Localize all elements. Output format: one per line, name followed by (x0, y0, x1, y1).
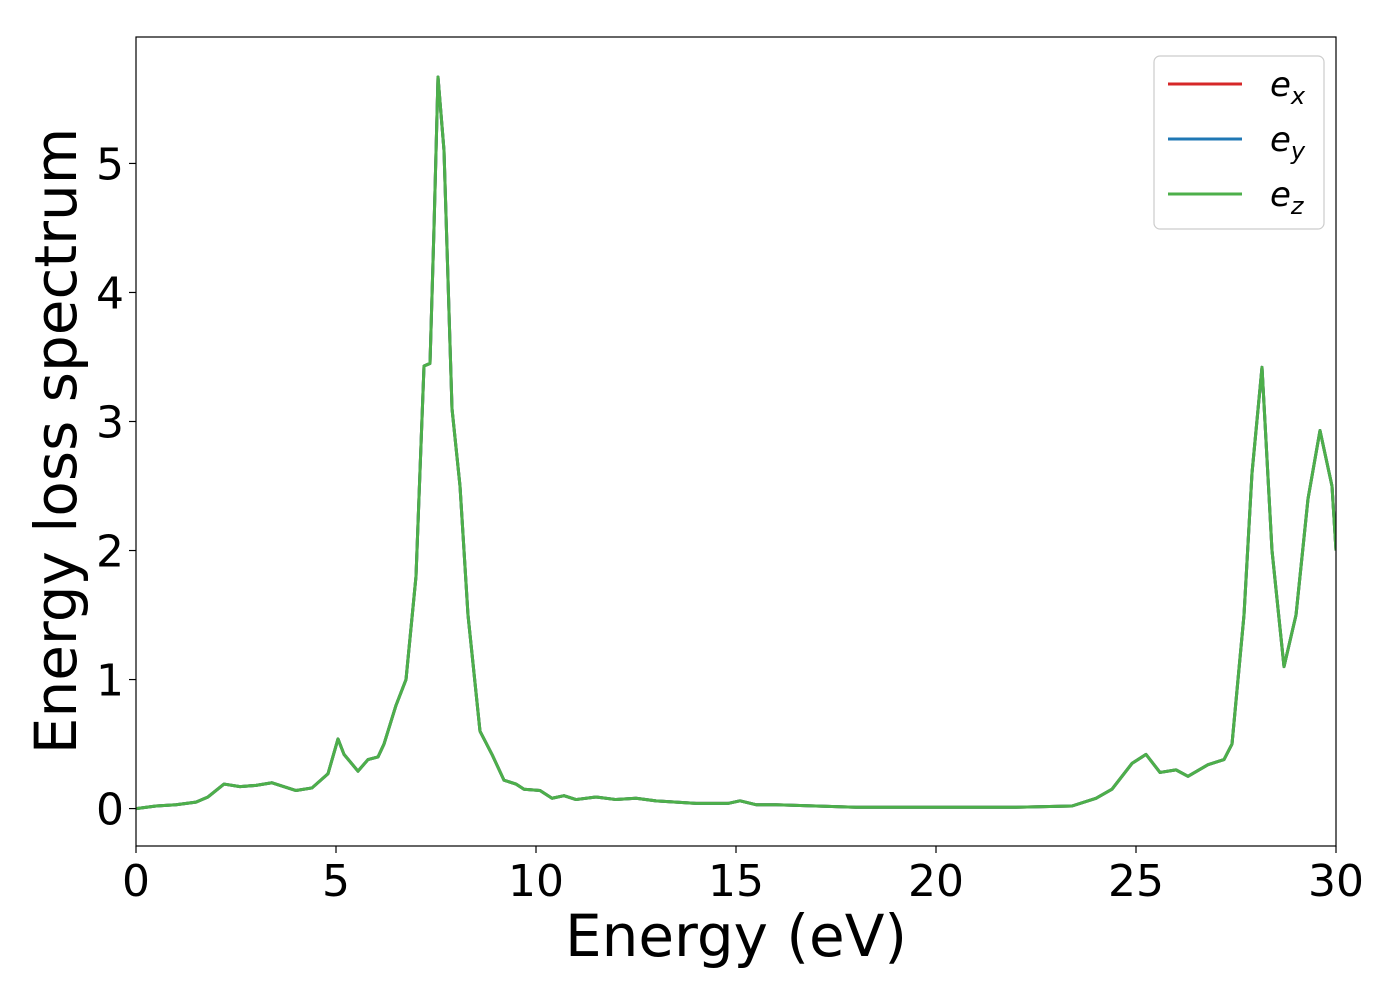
y-tick-label: 4 (96, 268, 124, 319)
legend-label: ey (1270, 120, 1306, 165)
y-tick-label: 2 (96, 527, 124, 578)
plot-area (136, 75, 1336, 811)
y-tick-label: 0 (96, 785, 124, 836)
y-tick-label: 3 (96, 398, 124, 449)
x-tick-label: 15 (708, 856, 764, 907)
x-tick-label: 30 (1308, 856, 1364, 907)
series-line (136, 75, 1336, 811)
x-tick-label: 20 (908, 856, 964, 907)
x-tick-label: 0 (122, 856, 150, 907)
y-tick-label: 5 (96, 139, 124, 190)
legend-label: ex (1270, 65, 1306, 110)
x-tick-label: 10 (508, 856, 564, 907)
y-axis-label: Energy loss spectrum (22, 128, 90, 754)
x-tick-label: 5 (322, 856, 350, 907)
legend-label: ez (1270, 175, 1305, 220)
x-axis-label: Energy (eV) (565, 902, 907, 970)
x-tick-label: 25 (1108, 856, 1164, 907)
y-tick-label: 1 (96, 656, 124, 707)
legend-box (1153, 55, 1325, 230)
